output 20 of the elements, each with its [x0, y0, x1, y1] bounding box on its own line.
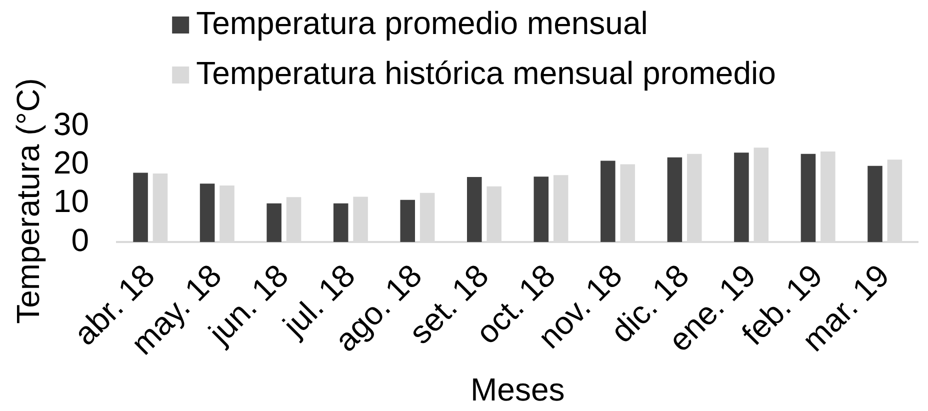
bar [667, 157, 682, 242]
bar [400, 200, 415, 242]
y-axis-title: Temperatura (°C) [10, 78, 46, 324]
legend-label: Temperatura histórica mensual promedio [196, 54, 776, 91]
bar [734, 152, 749, 242]
bar [868, 166, 882, 242]
bar [534, 176, 549, 242]
x-axis-title: Meses [470, 372, 565, 408]
bar [333, 203, 348, 242]
legend-label: Temperatura promedio mensual [196, 4, 648, 41]
y-tick-label: 10 [53, 183, 89, 220]
bar [600, 160, 616, 242]
bar [266, 203, 282, 242]
bar [466, 177, 482, 242]
y-tick-label: 30 [53, 106, 89, 142]
bar [200, 184, 215, 242]
bar [133, 172, 148, 242]
y-tick-label: 0 [71, 222, 89, 258]
y-tick-label: 20 [53, 144, 89, 180]
bar [800, 154, 816, 242]
